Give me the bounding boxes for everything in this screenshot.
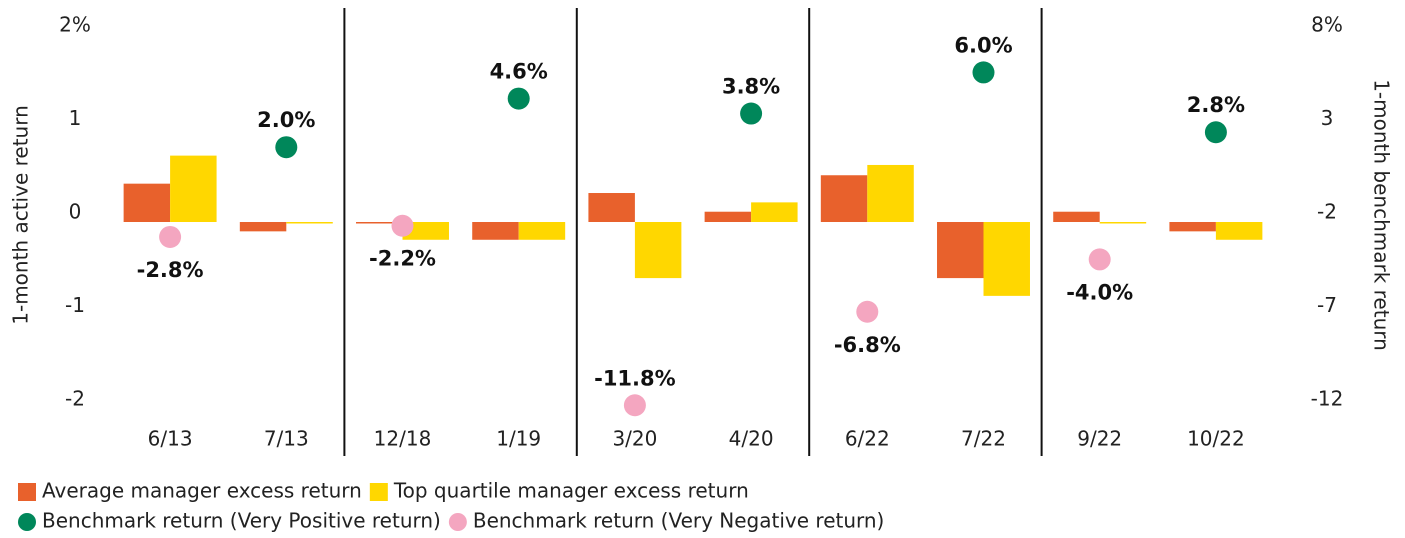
y2-tick-label: -2 [1317, 200, 1337, 224]
value-label: 6.0% [954, 33, 1012, 57]
x-tick-label: 7/13 [264, 427, 309, 451]
bar [123, 183, 171, 222]
value-label: 3.8% [722, 75, 780, 99]
legend-swatch [369, 483, 388, 501]
y2-tick-label: -7 [1317, 293, 1337, 317]
bar [239, 222, 287, 232]
value-label: 4.6% [490, 60, 548, 84]
y2-tick-label: 3 [1321, 106, 1334, 130]
bar [472, 222, 519, 240]
x-tick-label: 9/22 [1077, 427, 1122, 451]
x-tick-label: 3/20 [612, 427, 657, 451]
value-label: -2.2% [369, 247, 436, 271]
legend-swatch [18, 513, 36, 531]
bar [170, 155, 217, 222]
x-tick-label: 4/20 [729, 427, 774, 451]
bar [356, 222, 403, 224]
value-label: -4.0% [1066, 280, 1133, 304]
y-tick-label: 0 [69, 200, 82, 224]
x-tick-label: 6/13 [148, 427, 193, 451]
bar [286, 222, 333, 224]
x-tick-label: 12/18 [374, 427, 432, 451]
legend-label: Average manager excess return [42, 479, 362, 503]
bar [867, 164, 914, 222]
point [275, 136, 298, 159]
point [1088, 248, 1111, 271]
bar [820, 175, 868, 222]
point [623, 394, 646, 417]
point [507, 87, 530, 110]
bar [634, 222, 682, 279]
point [1204, 121, 1227, 144]
bar [402, 222, 449, 240]
value-label: -2.8% [137, 258, 204, 282]
y-tick-label: 1 [69, 106, 82, 130]
legend-label: Benchmark return (Very Positive return) [42, 509, 441, 533]
legend-swatch [448, 513, 467, 531]
bar [1099, 222, 1147, 224]
y-tick-label: 2% [59, 13, 91, 37]
bar [983, 222, 1030, 296]
value-label: -11.8% [594, 366, 676, 390]
point [972, 61, 995, 84]
value-label: 2.0% [257, 108, 315, 132]
legend-label: Top quartile manager excess return [393, 479, 749, 503]
y2-tick-label: -12 [1311, 387, 1344, 411]
legend-swatch [18, 483, 36, 501]
x-tick-label: 1/19 [496, 427, 541, 451]
x-tick-label: 6/22 [845, 427, 890, 451]
bar [1053, 211, 1100, 222]
legend-label: Benchmark return (Very Negative return) [473, 509, 885, 533]
point [740, 102, 763, 125]
point [856, 300, 879, 323]
bar [518, 222, 566, 240]
bar [588, 193, 635, 222]
y-tick-label: -1 [65, 293, 85, 317]
point [159, 225, 182, 248]
y2-axis-title: 1-month benchmark return [1370, 79, 1394, 351]
bar [937, 222, 984, 279]
value-label: 2.8% [1187, 93, 1245, 117]
value-label: -6.8% [834, 333, 901, 357]
bar [1215, 222, 1263, 240]
bar [704, 211, 752, 222]
y-axis-title: 1-month active return [9, 105, 33, 325]
bar [751, 202, 798, 222]
y-tick-label: -2 [65, 387, 85, 411]
point [391, 214, 414, 237]
y2-tick-label: 8% [1311, 13, 1343, 37]
x-tick-label: 7/22 [961, 427, 1006, 451]
bar [1169, 222, 1216, 232]
x-tick-label: 10/22 [1187, 427, 1245, 451]
